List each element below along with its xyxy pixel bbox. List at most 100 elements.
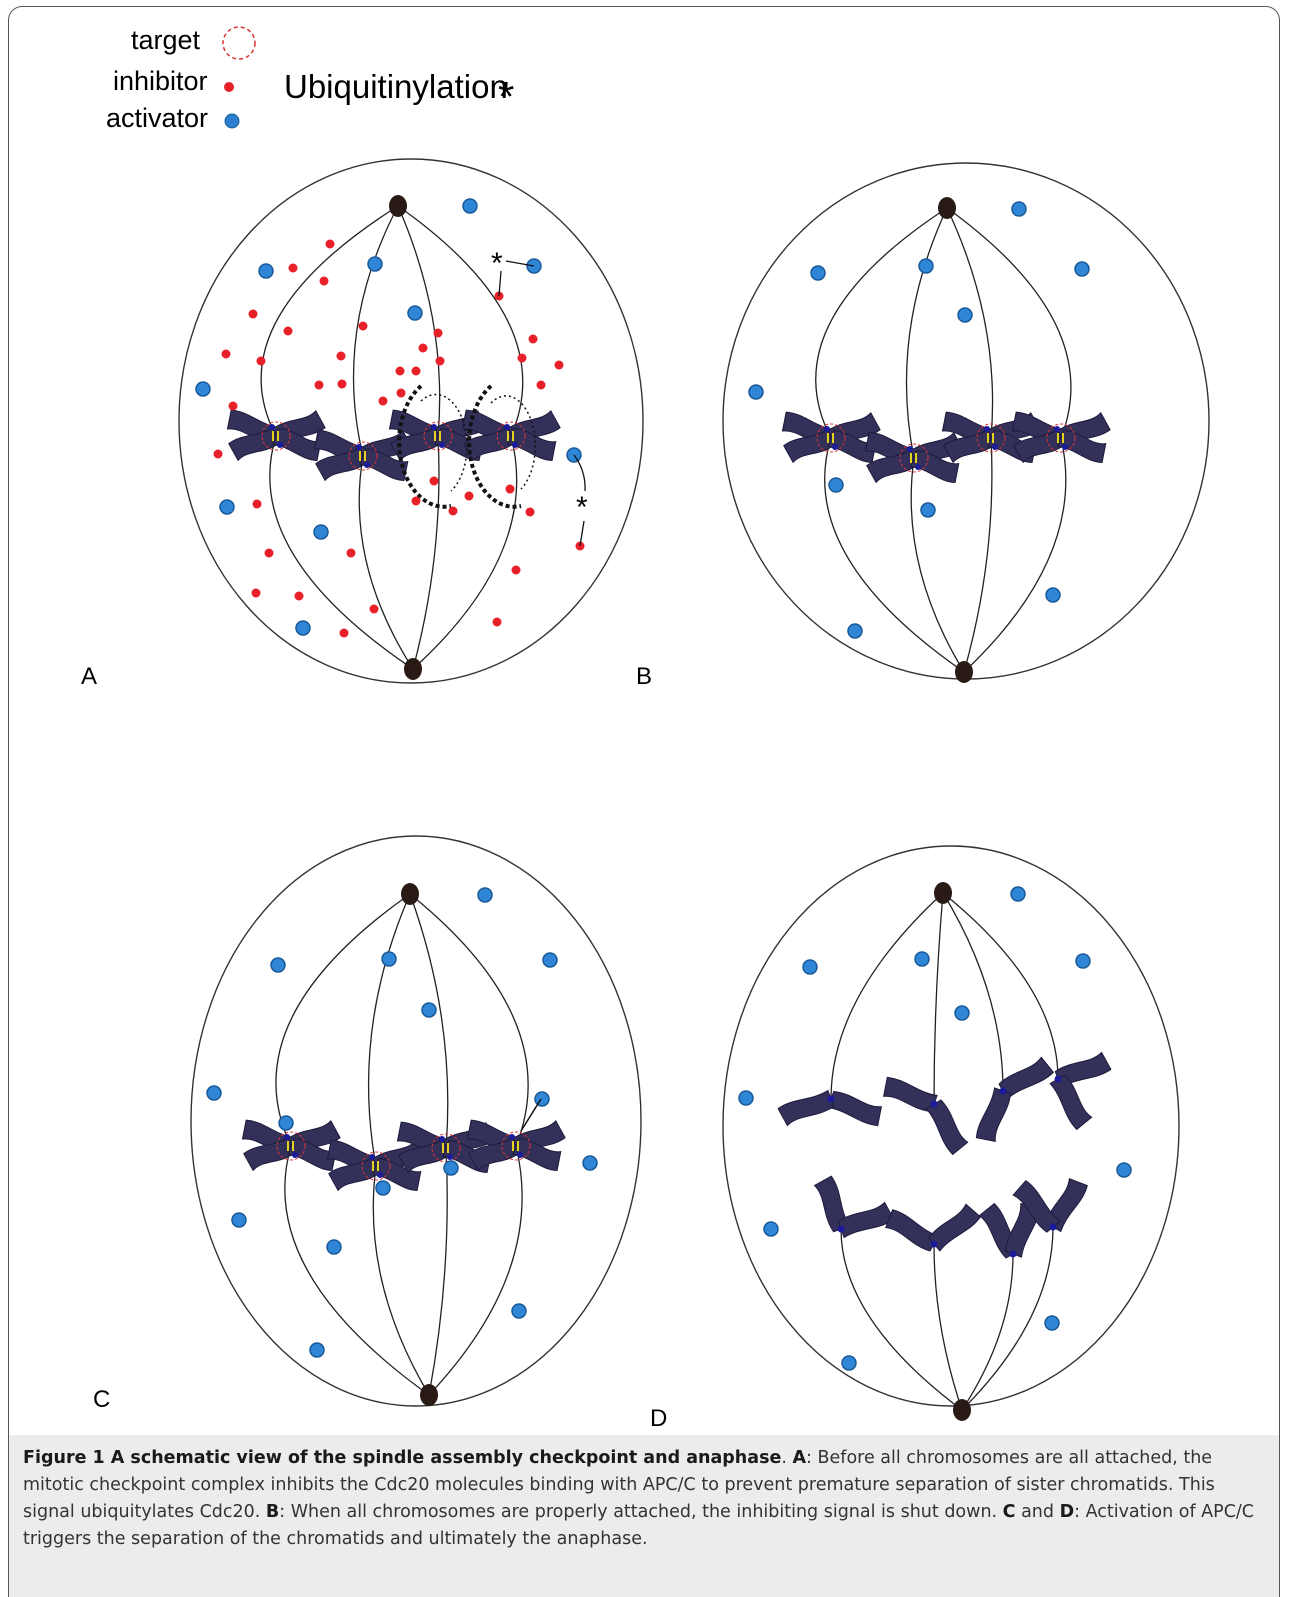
inhibitor <box>370 605 379 614</box>
chromatid <box>925 1099 969 1155</box>
kinetochore <box>517 1152 523 1158</box>
kinetochore <box>1055 1076 1062 1083</box>
activator <box>919 259 933 273</box>
activator <box>829 478 843 492</box>
spindle-fiber <box>962 1254 1013 1410</box>
inhibitor <box>518 354 527 363</box>
inhibitor <box>284 327 293 336</box>
cell <box>191 836 641 1406</box>
inhibitor <box>222 350 231 359</box>
kinetochore <box>377 1172 383 1178</box>
kinetochore <box>504 424 510 430</box>
inhibitor <box>397 389 406 398</box>
kinetochore <box>447 1154 453 1160</box>
inhibitor <box>506 485 515 494</box>
inhibitor <box>252 589 261 598</box>
activator <box>1011 887 1025 901</box>
kinetochore <box>907 446 913 452</box>
panel-label: A <box>81 663 97 690</box>
activator <box>444 1161 458 1175</box>
kinetochore <box>1000 1088 1007 1095</box>
kinetochore <box>369 1154 375 1160</box>
activator <box>279 1116 293 1130</box>
kinetochore <box>832 444 838 450</box>
inhibitor <box>265 549 274 558</box>
chromatid <box>883 1208 939 1252</box>
kinetochore <box>292 1152 298 1158</box>
activator <box>296 621 310 635</box>
arrow <box>499 261 585 546</box>
inhibitor <box>320 277 329 286</box>
activator <box>463 199 477 213</box>
panel-label: C <box>93 1386 110 1413</box>
figure: target inhibitor activator Ubiquitinylat… <box>9 7 1280 1435</box>
inhibitor <box>315 381 324 390</box>
sister-chromatid <box>813 1176 894 1239</box>
inhibitor <box>249 310 258 319</box>
kinetochore <box>931 1101 938 1108</box>
chromosome <box>1010 411 1111 464</box>
activator <box>368 257 382 271</box>
activator <box>327 1240 341 1254</box>
spindle-pole <box>934 882 952 904</box>
inhibitor <box>419 344 428 353</box>
inhibitor <box>289 264 298 273</box>
legend-target: target <box>131 25 201 55</box>
spindle-pole <box>420 1384 438 1406</box>
inhibitor <box>555 361 564 370</box>
activator <box>958 308 972 322</box>
chromosome <box>863 431 964 484</box>
inhibitor <box>537 381 546 390</box>
inhibitor <box>295 592 304 601</box>
chromatid <box>1049 1074 1093 1130</box>
chromatid <box>975 1087 1012 1144</box>
sister-chromatid <box>881 1076 969 1155</box>
arrow <box>521 1099 541 1131</box>
activator <box>1075 262 1089 276</box>
spindle-pole <box>938 197 956 219</box>
caption-key: B <box>266 1502 279 1522</box>
kinetochore <box>284 1134 290 1140</box>
kinetochore <box>1062 444 1068 450</box>
caption-title: Figure 1 A schematic view of the spindle… <box>23 1448 781 1468</box>
spindle-pole <box>955 661 973 683</box>
activator <box>271 958 285 972</box>
activator <box>196 382 210 396</box>
activator <box>220 500 234 514</box>
inhibitor <box>214 450 223 459</box>
inhibitor <box>253 500 262 509</box>
activator <box>583 1156 597 1170</box>
activator <box>310 1343 324 1357</box>
activator <box>408 306 422 320</box>
kinetochore <box>915 464 921 470</box>
kinetochore <box>439 442 445 448</box>
kinetochore <box>1054 426 1060 432</box>
kinetochore <box>1010 1251 1017 1258</box>
ubiquitinylation-symbol: * <box>498 73 514 120</box>
legend-activator: activator <box>106 103 208 133</box>
inhibitor <box>340 629 349 638</box>
inhibitor <box>436 357 445 366</box>
activator <box>803 960 817 974</box>
kinetochore <box>512 442 518 448</box>
activator <box>422 1003 436 1017</box>
chromosome <box>460 409 561 462</box>
chromatid <box>778 1089 835 1126</box>
spindle-fiber <box>831 893 943 1099</box>
kinetochore <box>838 1226 845 1233</box>
inhibitor <box>326 240 335 249</box>
activator <box>749 385 763 399</box>
activator <box>915 952 929 966</box>
activator <box>842 1356 856 1370</box>
activator <box>207 1086 221 1100</box>
kinetochore <box>828 1096 835 1103</box>
activator <box>739 1091 753 1105</box>
spindle-fiber <box>934 893 943 1104</box>
spindle-pole <box>404 658 422 680</box>
inhibitor <box>434 329 443 338</box>
activator <box>376 1181 390 1195</box>
activator <box>232 1213 246 1227</box>
sister-chromatid <box>975 1056 1054 1144</box>
kinetochore <box>509 1134 515 1140</box>
activator <box>478 888 492 902</box>
